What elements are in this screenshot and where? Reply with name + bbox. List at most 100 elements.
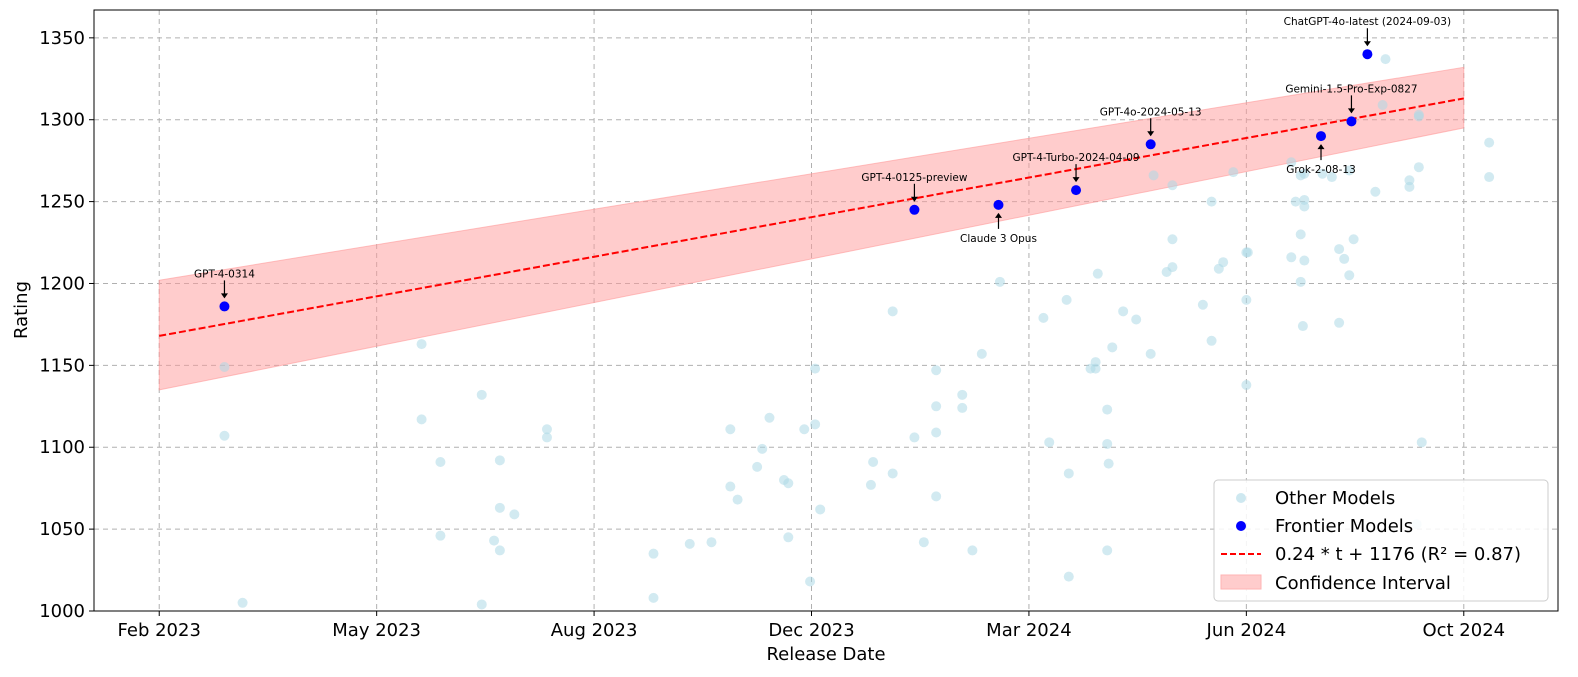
other-model-point [1484, 172, 1495, 183]
other-model-point [810, 419, 821, 430]
other-model-point [1102, 545, 1113, 556]
other-model-point [783, 478, 794, 489]
x-tick-label: Jun 2024 [1206, 620, 1287, 641]
other-model-point [815, 504, 826, 515]
other-model-point [1295, 276, 1306, 287]
other-model-point [416, 339, 427, 350]
other-model-point [887, 306, 898, 317]
trend-line [159, 97, 1464, 337]
other-model-point [1380, 54, 1391, 65]
frontier-model-point [1316, 131, 1327, 142]
other-model-point [1299, 201, 1310, 212]
annotation-arrowhead [220, 293, 228, 299]
legend-trend-label: 0.24 * t + 1176 (R² = 0.87) [1275, 544, 1521, 565]
other-model-point [416, 414, 427, 425]
plot-frame [93, 9, 1559, 612]
x-axis-label: Release Date [766, 644, 885, 665]
y-tick-label: 1300 [39, 110, 85, 131]
frontier-model-label: Gemini-1.5-Pro-Exp-0827 [1285, 83, 1417, 95]
y-axis: 1000 1050 1100 1150 1200 1250 1300 1350 [39, 28, 94, 622]
other-model-point [1063, 468, 1074, 479]
other-model-point [1344, 165, 1355, 176]
legend-frontier-label: Frontier Models [1275, 516, 1413, 537]
annotation-arrowhead [994, 212, 1002, 218]
other-model-point [1107, 342, 1118, 353]
other-model-point [237, 597, 248, 608]
legend-other-marker [1236, 493, 1246, 503]
x-tick-label: Aug 2023 [551, 620, 638, 641]
other-model-point [541, 432, 552, 443]
legend: Other Models Frontier Models 0.24 * t + … [1213, 479, 1549, 602]
other-model-point [957, 389, 968, 400]
other-model-point [648, 548, 659, 559]
other-model-point [887, 468, 898, 479]
other-model-point [1167, 262, 1178, 273]
other-model-point [752, 461, 763, 472]
other-model-point [435, 530, 446, 541]
other-model-point [1044, 437, 1055, 448]
other-model-point [541, 424, 552, 435]
other-model-point [1299, 168, 1310, 179]
x-axis: Feb 2023 May 2023 Aug 2023 Dec 2023 Mar 2024… [118, 611, 1505, 641]
frontier-model-point [1362, 49, 1373, 60]
other-model-point [1295, 229, 1306, 240]
legend-frontier-marker [1236, 521, 1246, 531]
other-model-point [1102, 404, 1113, 415]
frontier-model-label: GPT-4o-2024-05-13 [1100, 106, 1202, 118]
x-tick-label: Dec 2023 [768, 620, 854, 641]
other-model-point [757, 443, 768, 454]
other-model-point [810, 363, 821, 374]
frontier-model-label: Claude 3 Opus [960, 233, 1037, 245]
other-model-point [684, 538, 695, 549]
other-model-point [489, 535, 500, 546]
other-model-point [1131, 314, 1142, 325]
other-model-point [1102, 438, 1113, 449]
other-model-point [1317, 168, 1328, 179]
other-model-point [1197, 299, 1208, 310]
frontier-model-point [1145, 139, 1156, 150]
other-model-point [509, 509, 520, 520]
other-model-point [494, 455, 505, 466]
other-model-point [1242, 247, 1253, 258]
annotations: GPT-4-0314 GPT-4-0125-preview Claude 3 Opu… [194, 16, 1451, 299]
other-model-point [1103, 458, 1114, 469]
frontier-model-label: GPT-4-0314 [194, 268, 255, 280]
x-tick-label: Feb 2023 [118, 620, 201, 641]
other-model-point [1145, 348, 1156, 359]
other-model-point [1148, 170, 1159, 181]
other-model-point [1484, 137, 1495, 148]
other-model-point [1348, 234, 1359, 245]
other-model-point [1290, 196, 1301, 207]
frontier-model-point [1346, 116, 1357, 127]
y-tick-label: 1200 [39, 273, 85, 294]
other-model-point [1404, 181, 1415, 192]
legend-other-label: Other Models [1275, 488, 1395, 509]
other-model-point [1334, 317, 1345, 328]
annotation-arrowhead [1072, 177, 1080, 183]
other-model-point [725, 424, 736, 435]
other-model-point [725, 481, 736, 492]
other-model-point [1063, 571, 1074, 582]
y-tick-label: 1250 [39, 192, 85, 213]
other-model-point [865, 479, 876, 490]
other-model-point [1344, 270, 1355, 281]
other-model-point [706, 537, 717, 548]
legend-box [1213, 479, 1549, 602]
other-model-point [1326, 172, 1337, 183]
other-model-point [494, 545, 505, 556]
other-model-point [476, 389, 487, 400]
x-tick-label: Oct 2024 [1422, 620, 1505, 641]
other-model-point [967, 545, 978, 556]
other-model-point [1061, 294, 1072, 305]
other-model-point [1370, 186, 1381, 197]
confidence-band-area [158, 66, 1465, 391]
other-model-point [909, 432, 920, 443]
other-model-point [1413, 162, 1424, 173]
other-model-point [219, 361, 230, 372]
other-model-point [799, 424, 810, 435]
frontier-model-point [993, 199, 1004, 210]
frontier-model-label: GPT-4-0125-preview [861, 172, 967, 184]
y-tick-label: 1000 [39, 601, 85, 622]
other-model-point [931, 365, 942, 376]
